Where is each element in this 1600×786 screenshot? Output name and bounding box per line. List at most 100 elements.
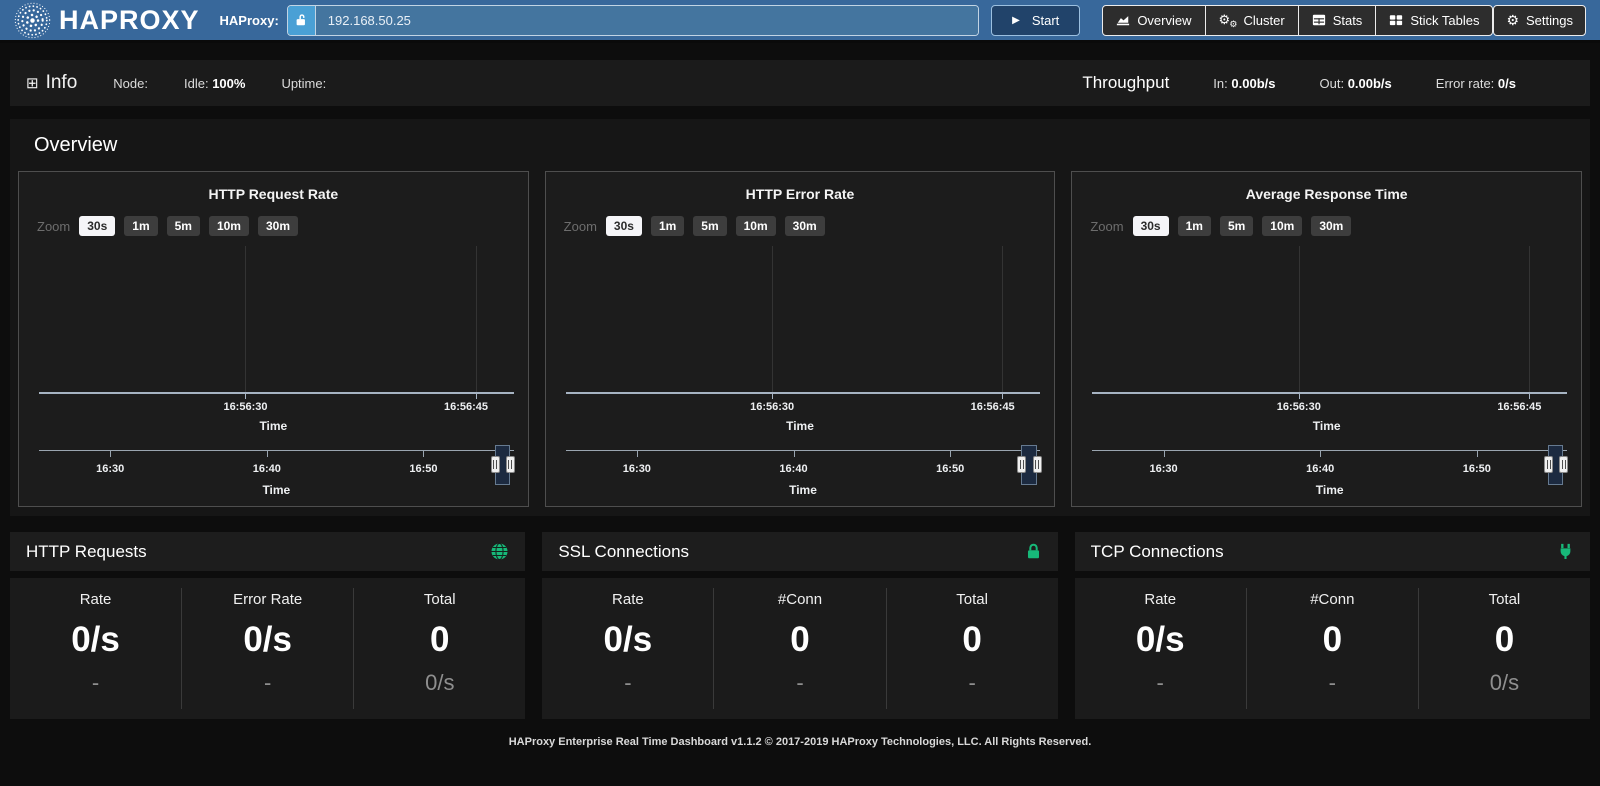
overview-title: Overview bbox=[18, 119, 1582, 171]
card-ssl-connections: SSL Connections Rate 0/s - #Conn 0 - Tot… bbox=[542, 532, 1057, 719]
start-button[interactable]: ▶ Start bbox=[991, 5, 1080, 36]
nav-button-stick-tables[interactable]: Stick Tables bbox=[1375, 5, 1493, 36]
column-value: 0 bbox=[1419, 620, 1590, 660]
zoom-1m-button[interactable]: 1m bbox=[651, 216, 684, 236]
chart-title: HTTP Request Rate bbox=[29, 186, 518, 202]
info-left: ⊞ Info Node: Idle: 100% Uptime: bbox=[26, 72, 326, 94]
x-axis-tick bbox=[1529, 394, 1530, 399]
card-body: Rate 0/s - #Conn 0 - Total 0 0/s bbox=[1075, 578, 1590, 719]
top-navbar: HAPROXY HAProxy: ▶ Start Overview ⚙⚙ Clu… bbox=[0, 0, 1600, 43]
haproxy-logo: HAPROXY bbox=[14, 2, 200, 39]
stat-column: Total 0 - bbox=[887, 578, 1058, 719]
navigator-tick-label: 16:40 bbox=[779, 463, 807, 475]
card-title: SSL Connections bbox=[558, 542, 689, 562]
card-title: TCP Connections bbox=[1091, 542, 1224, 562]
host-input-group bbox=[287, 5, 979, 36]
column-header: #Conn bbox=[714, 591, 885, 608]
column-subvalue: - bbox=[714, 670, 885, 696]
zoom-controls: Zoom 30s 1m 5m 10m 30m bbox=[37, 216, 518, 236]
x-axis-tick bbox=[476, 394, 477, 399]
card-title: HTTP Requests bbox=[26, 542, 147, 562]
navigator-tick bbox=[423, 451, 424, 457]
navigator-tick bbox=[950, 451, 951, 457]
x-axis-line bbox=[1092, 392, 1567, 394]
settings-button[interactable]: ⚙ Settings bbox=[1493, 5, 1586, 36]
info-toggle[interactable]: ⊞ Info bbox=[26, 72, 77, 94]
navigator-right-handle[interactable] bbox=[506, 456, 515, 473]
zoom-30m-button[interactable]: 30m bbox=[1311, 216, 1351, 236]
zoom-30m-button[interactable]: 30m bbox=[258, 216, 298, 236]
navigator-tick-label: 16:30 bbox=[623, 463, 651, 475]
zoom-30m-button[interactable]: 30m bbox=[785, 216, 825, 236]
chart-http-error-rate: HTTP Error Rate Zoom 30s 1m 5m 10m 30m 1… bbox=[545, 171, 1056, 507]
navigator-tick bbox=[637, 451, 638, 457]
nav-button-cluster[interactable]: ⚙⚙ Cluster bbox=[1205, 5, 1299, 36]
navigator-tick bbox=[1320, 451, 1321, 457]
x-tick-label: 16:56:30 bbox=[1277, 401, 1321, 413]
navigator-right-handle[interactable] bbox=[1033, 456, 1042, 473]
column-header: Total bbox=[1419, 591, 1590, 608]
nav-button-label: Cluster bbox=[1244, 13, 1285, 28]
column-value: 0/s bbox=[10, 620, 181, 660]
column-header: Rate bbox=[1075, 591, 1246, 608]
x-axis-labels: 16:56:30 16:56:45 bbox=[1092, 401, 1567, 416]
navigator-tick bbox=[794, 451, 795, 457]
host-label: HAProxy: bbox=[220, 13, 279, 28]
stat-column: #Conn 0 - bbox=[714, 578, 885, 719]
zoom-1m-button[interactable]: 1m bbox=[1178, 216, 1211, 236]
navigator-tick-label: 16:50 bbox=[1463, 463, 1491, 475]
unlock-icon bbox=[294, 13, 308, 27]
unlock-button[interactable] bbox=[288, 6, 316, 35]
column-subvalue: - bbox=[1247, 670, 1418, 696]
zoom-5m-button[interactable]: 5m bbox=[167, 216, 200, 236]
view-button-group: Overview ⚙⚙ Cluster Stats Stick Tables bbox=[1102, 5, 1493, 36]
throughput-in: In: 0.00b/s bbox=[1213, 76, 1275, 91]
navigator-axis-title: Time bbox=[39, 483, 514, 497]
nav-button-label: Stick Tables bbox=[1410, 13, 1479, 28]
zoom-10m-button[interactable]: 10m bbox=[736, 216, 776, 236]
navigator-left-handle[interactable] bbox=[491, 456, 500, 473]
zoom-10m-button[interactable]: 10m bbox=[209, 216, 249, 236]
column-value: 0 bbox=[887, 620, 1058, 660]
zoom-5m-button[interactable]: 5m bbox=[693, 216, 726, 236]
x-axis-tick bbox=[1002, 394, 1003, 399]
haproxy-sphere-icon bbox=[14, 2, 51, 39]
nav-button-label: Overview bbox=[1137, 13, 1191, 28]
card-body: Rate 0/s - #Conn 0 - Total 0 - bbox=[542, 578, 1057, 719]
footer-copyright: HAProxy Enterprise Real Time Dashboard v… bbox=[0, 736, 1600, 748]
zoom-1m-button[interactable]: 1m bbox=[124, 216, 157, 236]
gridline bbox=[1002, 246, 1003, 394]
x-tick-label: 16:56:45 bbox=[1497, 401, 1541, 413]
nav-button-stats[interactable]: Stats bbox=[1298, 5, 1377, 36]
grid-icon bbox=[1389, 13, 1403, 27]
host-address-input[interactable] bbox=[316, 6, 978, 35]
zoom-30s-button[interactable]: 30s bbox=[79, 216, 115, 236]
column-value: 0 bbox=[1247, 620, 1418, 660]
chart-plot-area bbox=[1092, 246, 1567, 394]
charts-row: HTTP Request Rate Zoom 30s 1m 5m 10m 30m… bbox=[18, 171, 1582, 507]
lock-icon bbox=[1025, 543, 1042, 560]
navigator-left-handle[interactable] bbox=[1544, 456, 1553, 473]
navigator-tick-label: 16:50 bbox=[409, 463, 437, 475]
navigator-tick bbox=[1477, 451, 1478, 457]
x-tick-label: 16:56:45 bbox=[444, 401, 488, 413]
x-axis-title: Time bbox=[1082, 419, 1571, 433]
column-subvalue: - bbox=[182, 670, 353, 696]
navigator-right-handle[interactable] bbox=[1559, 456, 1568, 473]
column-subvalue: - bbox=[10, 670, 181, 696]
chart-navigator: 16:30 16:40 16:50 Time bbox=[1092, 450, 1567, 508]
navigator-tick-label: 16:40 bbox=[1306, 463, 1334, 475]
nav-button-overview[interactable]: Overview bbox=[1102, 5, 1205, 36]
zoom-30s-button[interactable]: 30s bbox=[1133, 216, 1169, 236]
zoom-30s-button[interactable]: 30s bbox=[606, 216, 642, 236]
column-value: 0/s bbox=[1075, 620, 1246, 660]
column-subvalue: - bbox=[1075, 670, 1246, 696]
zoom-10m-button[interactable]: 10m bbox=[1262, 216, 1302, 236]
expand-icon: ⊞ bbox=[26, 74, 39, 92]
x-axis-tick bbox=[772, 394, 773, 399]
navigator-tick bbox=[267, 451, 268, 457]
zoom-5m-button[interactable]: 5m bbox=[1220, 216, 1253, 236]
navigator-left-handle[interactable] bbox=[1017, 456, 1026, 473]
gridline bbox=[772, 246, 773, 394]
stat-column: Rate 0/s - bbox=[10, 578, 181, 719]
